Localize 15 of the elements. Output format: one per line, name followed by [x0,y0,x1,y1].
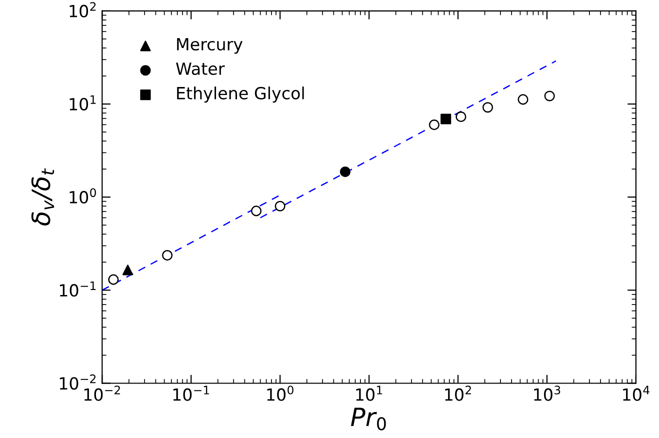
legend-label: Ethylene Glycol [177,86,304,103]
x-tick-label: 10$^{−1}$ [173,386,210,401]
x-tick-label: 10$^{3}$ [534,386,560,401]
y-tick-label: 10$^{−1}$ [60,282,96,297]
x-tick-label: 10$^{4}$ [623,386,650,401]
y-axis-title: δ$_{v}$/δ$_{t}$ [31,168,54,226]
legend-label: Mercury [177,38,243,54]
x-tick-label: 10$^{2}$ [445,386,471,401]
y-tick-label: 10$^{2}$ [70,2,96,18]
y-tick-label: 10$^{0}$ [70,188,96,204]
legend-label: Water [176,62,225,75]
x-tick-label: 10$^{0}$ [267,386,294,401]
x-axis-title: Pr$_{0}$ [350,408,386,430]
x-tick-label: 10$^{1}$ [356,386,382,401]
y-tick-label: 10$^{1}$ [70,95,96,110]
